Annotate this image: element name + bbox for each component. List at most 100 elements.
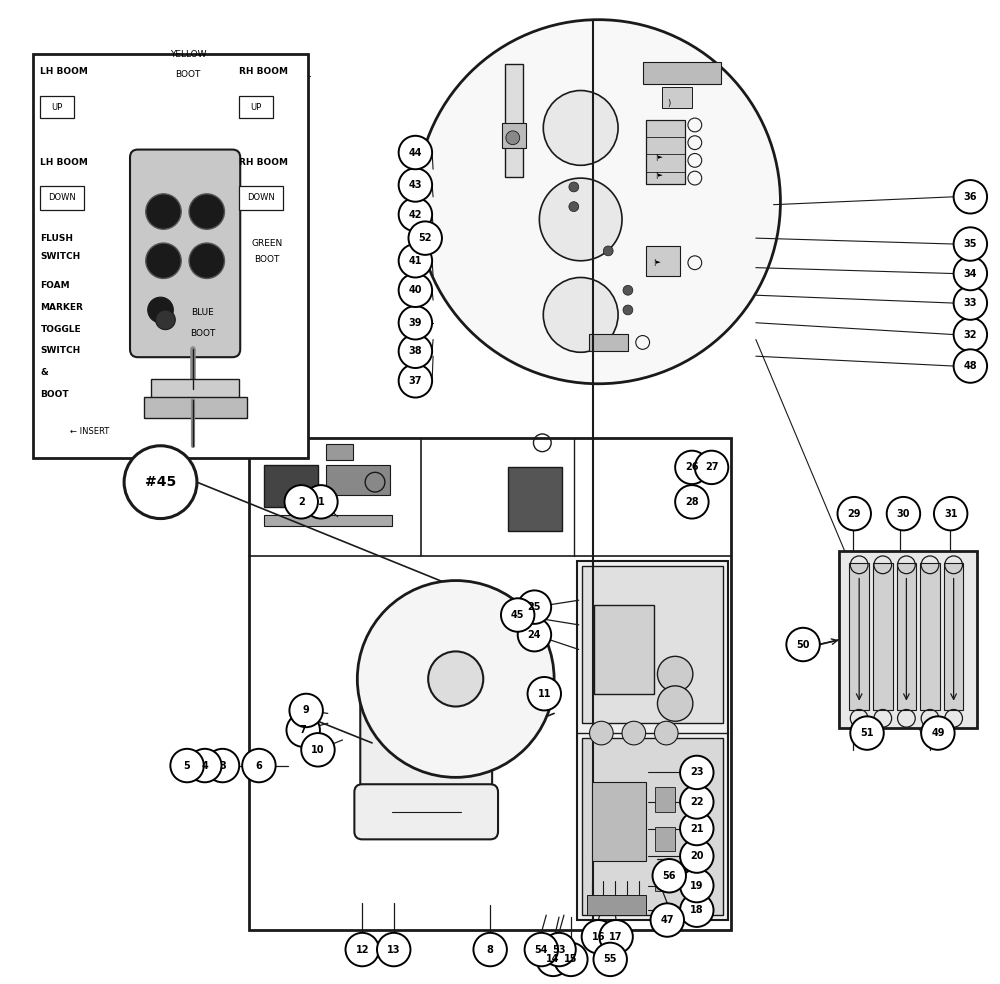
- Circle shape: [543, 277, 618, 352]
- Circle shape: [954, 349, 987, 383]
- Circle shape: [680, 839, 714, 873]
- Text: 55: 55: [603, 954, 617, 964]
- Text: LH BOOM: LH BOOM: [40, 67, 88, 76]
- Circle shape: [501, 598, 534, 632]
- Text: 51: 51: [860, 728, 874, 738]
- Bar: [839, 551, 977, 728]
- Bar: [502, 123, 526, 148]
- Bar: [873, 563, 893, 710]
- Circle shape: [838, 497, 871, 530]
- Circle shape: [518, 590, 551, 624]
- Circle shape: [786, 628, 820, 661]
- Bar: [897, 563, 916, 710]
- Text: 11: 11: [538, 689, 551, 699]
- Circle shape: [399, 244, 432, 277]
- Text: 31: 31: [944, 509, 957, 519]
- Circle shape: [506, 131, 520, 145]
- Circle shape: [525, 933, 558, 966]
- Circle shape: [554, 943, 588, 976]
- Text: SWITCH: SWITCH: [40, 346, 81, 355]
- Text: 48: 48: [964, 361, 977, 371]
- Bar: [646, 246, 680, 276]
- Circle shape: [684, 890, 696, 901]
- Text: |►: |►: [656, 154, 663, 161]
- Circle shape: [675, 485, 709, 519]
- Text: 30: 30: [897, 509, 910, 519]
- Circle shape: [399, 306, 432, 339]
- Text: 49: 49: [931, 728, 945, 738]
- Circle shape: [921, 716, 955, 750]
- Text: ← INSERT: ← INSERT: [70, 427, 109, 436]
- Text: 45: 45: [511, 610, 524, 620]
- Circle shape: [285, 485, 318, 519]
- Text: 37: 37: [409, 376, 422, 386]
- FancyBboxPatch shape: [354, 784, 498, 839]
- Circle shape: [301, 733, 335, 767]
- Text: |►: |►: [654, 259, 661, 267]
- Circle shape: [680, 893, 714, 927]
- Circle shape: [623, 285, 633, 295]
- Text: 5: 5: [184, 761, 190, 770]
- Circle shape: [399, 168, 432, 202]
- Circle shape: [189, 243, 224, 278]
- Circle shape: [934, 497, 967, 530]
- Circle shape: [684, 801, 696, 813]
- Text: GREEN: GREEN: [251, 239, 282, 248]
- Text: 35: 35: [964, 239, 977, 249]
- Text: 50: 50: [796, 640, 810, 649]
- Circle shape: [684, 860, 696, 872]
- Text: 12: 12: [355, 945, 369, 954]
- Text: 1: 1: [318, 497, 324, 507]
- Bar: [646, 120, 685, 184]
- Circle shape: [684, 830, 696, 842]
- Circle shape: [599, 920, 633, 953]
- Circle shape: [399, 364, 432, 398]
- Text: 21: 21: [690, 824, 704, 833]
- Bar: [587, 895, 646, 915]
- Bar: [662, 87, 692, 108]
- Circle shape: [653, 859, 686, 892]
- Text: 15: 15: [564, 954, 578, 964]
- Text: TOGGLE: TOGGLE: [40, 325, 81, 334]
- Circle shape: [623, 305, 633, 315]
- Circle shape: [651, 903, 684, 937]
- Bar: [239, 186, 283, 210]
- Text: 8: 8: [487, 945, 494, 954]
- Bar: [849, 563, 869, 710]
- Circle shape: [399, 335, 432, 368]
- Circle shape: [695, 451, 728, 484]
- Bar: [944, 563, 963, 710]
- Circle shape: [408, 221, 442, 255]
- Text: 28: 28: [685, 497, 699, 507]
- Text: 54: 54: [535, 945, 548, 954]
- Text: 47: 47: [661, 915, 674, 925]
- Circle shape: [346, 933, 379, 966]
- Circle shape: [542, 933, 576, 966]
- Text: BOOT: BOOT: [190, 329, 216, 338]
- Bar: [264, 515, 392, 526]
- Circle shape: [569, 202, 579, 212]
- Circle shape: [603, 246, 613, 256]
- Circle shape: [622, 721, 646, 745]
- Text: 43: 43: [409, 180, 422, 190]
- Text: 42: 42: [409, 210, 422, 219]
- Text: 17: 17: [609, 932, 623, 942]
- Text: 40: 40: [409, 285, 422, 295]
- Bar: [326, 444, 353, 460]
- Bar: [151, 379, 239, 400]
- Circle shape: [399, 136, 432, 169]
- Bar: [40, 186, 84, 210]
- Text: 7: 7: [300, 725, 307, 735]
- Circle shape: [680, 869, 714, 902]
- Text: ): ): [668, 98, 671, 108]
- Text: FOAM: FOAM: [40, 281, 70, 290]
- Circle shape: [954, 318, 987, 351]
- Circle shape: [850, 716, 884, 750]
- Bar: [594, 605, 654, 694]
- Bar: [655, 827, 675, 851]
- Text: 9: 9: [303, 706, 310, 715]
- Circle shape: [399, 274, 432, 307]
- Bar: [577, 561, 728, 920]
- Circle shape: [582, 920, 615, 953]
- Circle shape: [593, 943, 627, 976]
